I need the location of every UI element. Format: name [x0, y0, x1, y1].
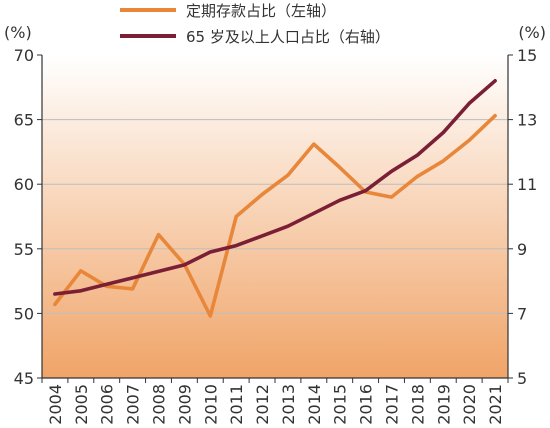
x-tick-label: 2004 — [46, 384, 65, 425]
x-tick-label: 2011 — [227, 384, 246, 425]
left-tick-label: 60 — [14, 175, 34, 194]
x-tick-label: 2009 — [175, 384, 194, 425]
right-tick-label: 9 — [517, 240, 527, 259]
left-tick-label: 70 — [14, 46, 34, 65]
right-tick-label: 15 — [517, 46, 537, 65]
x-tick-label: 2016 — [357, 384, 376, 425]
legend-label: 定期存款占比（左轴） — [186, 2, 336, 20]
x-tick-label: 2019 — [434, 384, 453, 425]
legend-label: 65 岁及以上人口占比（右轴） — [186, 28, 390, 46]
x-tick-label: 2018 — [408, 384, 427, 425]
left-tick-label: 55 — [14, 240, 34, 259]
x-tick-label: 2015 — [331, 384, 350, 425]
axes — [37, 54, 513, 383]
x-tick-label: 2008 — [150, 384, 169, 425]
x-tick-label: 2005 — [72, 384, 91, 425]
right-tick-label: 7 — [517, 304, 527, 323]
tick-labels: 45 50 55 60 65 70 5 7 9 11 13 15 (%) (%) 2004 2005 2006 2… — [4, 23, 546, 425]
x-tick-label: 2012 — [253, 384, 272, 425]
right-tick-label: 11 — [517, 175, 537, 194]
series-line-time-deposit — [53, 113, 497, 318]
plot-background — [42, 55, 508, 378]
x-tick-label: 2021 — [486, 384, 505, 425]
x-tick-label: 2020 — [460, 384, 479, 425]
x-tick-label: 2017 — [383, 384, 402, 425]
x-tick-label: 2006 — [98, 384, 117, 425]
left-tick-label: 65 — [14, 111, 34, 130]
left-axis-unit: (%) — [4, 23, 32, 42]
legend: 定期存款占比（左轴） 65 岁及以上人口占比（右轴） — [120, 2, 390, 46]
left-tick-label: 50 — [14, 304, 34, 323]
x-tick-label: 2007 — [124, 384, 143, 425]
x-tick-label: 2014 — [305, 384, 324, 425]
right-tick-label: 5 — [517, 369, 527, 388]
right-axis-unit: (%) — [518, 23, 546, 42]
x-tick-label: 2013 — [279, 384, 298, 425]
x-tick-label: 2010 — [201, 384, 220, 425]
right-tick-label: 13 — [517, 111, 537, 130]
series-line-population-65 — [53, 79, 497, 296]
series-lines — [53, 79, 497, 318]
left-tick-label: 45 — [14, 369, 34, 388]
